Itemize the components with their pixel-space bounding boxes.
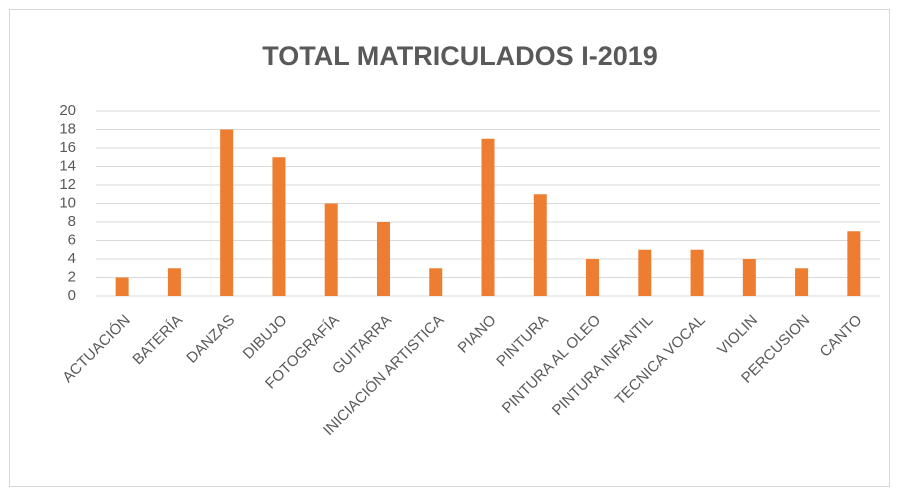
y-tick-label: 0 [68,287,76,304]
bar [272,157,286,296]
bar [220,129,234,296]
y-tick-label: 18 [59,120,76,137]
chart-title: TOTAL MATRICULADOS I-2019 [262,41,658,71]
bar [638,249,652,296]
bar [429,268,443,296]
bar [847,231,861,296]
y-tick-label: 2 [68,268,76,285]
bar [795,268,809,296]
y-tick-label: 12 [59,176,76,193]
bar [376,222,390,296]
y-tick-label: 4 [68,250,76,267]
y-tick-label: 20 [59,102,76,119]
bar [167,268,181,296]
y-tick-label: 14 [59,157,76,174]
bar [690,249,704,296]
bar [533,194,547,296]
chart-frame [9,9,890,487]
bar [742,259,756,296]
y-tick-label: 16 [59,139,76,156]
y-tick-label: 10 [59,194,76,211]
bar [115,277,129,296]
y-tick-label: 6 [68,231,76,248]
y-tick-label: 8 [68,213,76,230]
bar [586,259,600,296]
bar [481,138,495,296]
bar [324,203,338,296]
